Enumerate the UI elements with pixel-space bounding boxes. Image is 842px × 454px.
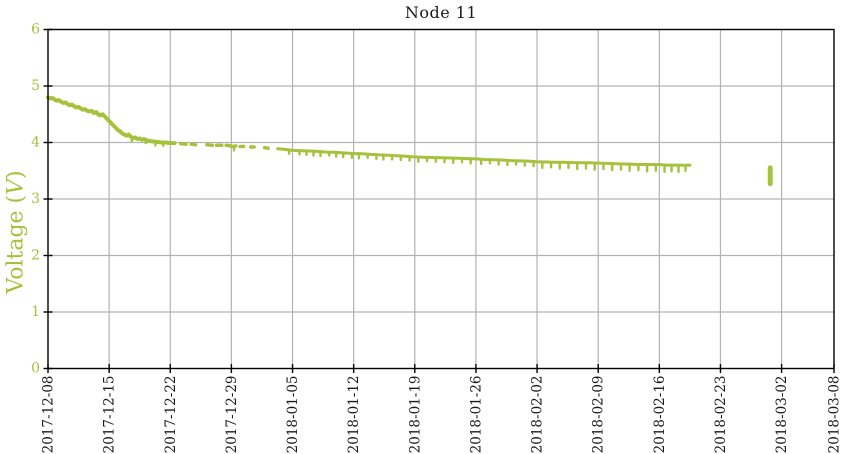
chart-title: Node 11	[404, 3, 478, 22]
y-tick-label: 4	[31, 135, 40, 151]
voltage-series-segment	[205, 143, 214, 148]
x-tick-label: 2018-02-23	[713, 376, 729, 454]
x-tick-label: 2017-12-15	[102, 376, 118, 454]
x-tick-label: 2018-01-26	[468, 376, 484, 454]
x-tick-label: 2018-01-05	[285, 376, 301, 454]
voltage-series-segment	[276, 147, 692, 167]
voltage-series-segment	[189, 142, 198, 147]
x-tick-label: 2018-03-02	[774, 376, 790, 454]
y-tick-label: 1	[31, 304, 40, 320]
voltage-series-segment	[46, 95, 177, 146]
x-tick-label: 2018-02-09	[591, 376, 607, 454]
x-tick-label: 2018-02-02	[530, 376, 546, 454]
x-tick-label: 2017-12-22	[163, 376, 179, 454]
y-tick-label: 3	[31, 191, 40, 207]
x-tick-label: 2017-12-08	[41, 376, 57, 454]
x-tick-label: 2018-01-12	[346, 376, 362, 454]
x-tick-label: 2018-01-19	[407, 376, 423, 454]
y-tick-label: 5	[31, 78, 40, 94]
x-tick-label: 2018-02-16	[652, 376, 668, 454]
voltage-series-segment	[178, 141, 188, 146]
voltage-series-segment	[262, 145, 270, 150]
x-tick-label: 2018-03-08	[827, 376, 842, 454]
y-tick-label: 2	[31, 248, 40, 264]
x-tick-label: 2017-12-29	[224, 376, 240, 454]
y-tick-label: 6	[31, 22, 40, 38]
y-tick-label: 0	[31, 361, 40, 377]
